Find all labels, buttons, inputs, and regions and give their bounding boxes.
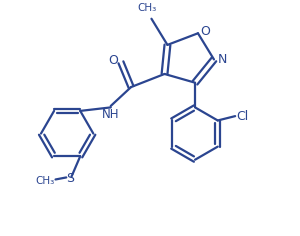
Text: S: S (66, 172, 74, 185)
Text: N: N (218, 53, 227, 66)
Text: O: O (200, 25, 210, 38)
Text: O: O (108, 54, 118, 67)
Text: NH: NH (102, 108, 119, 121)
Text: CH₃: CH₃ (36, 176, 55, 186)
Text: CH₃: CH₃ (137, 3, 157, 13)
Text: Cl: Cl (236, 110, 249, 123)
